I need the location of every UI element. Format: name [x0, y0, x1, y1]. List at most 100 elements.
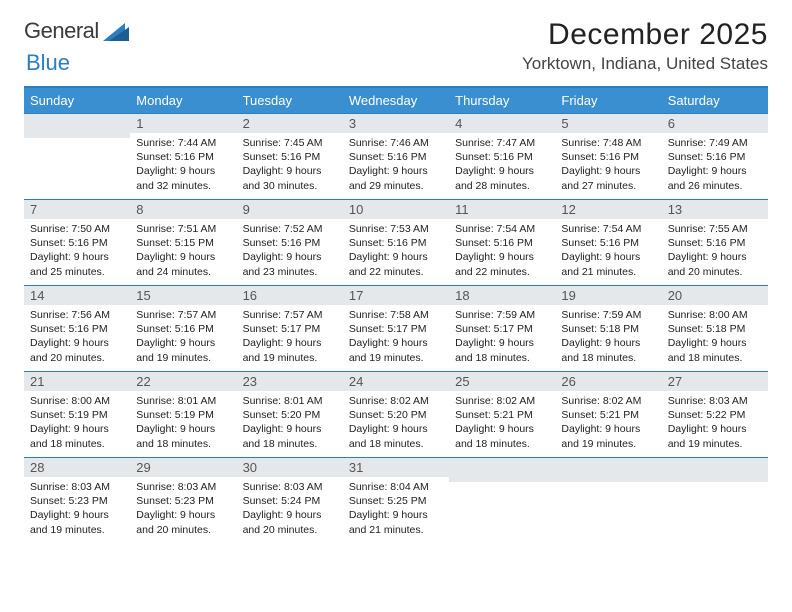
sunrise-text: Sunrise: 7:57 AM [243, 308, 337, 322]
page-title: December 2025 [522, 18, 768, 52]
day-number: 5 [555, 113, 661, 133]
sunrise-text: Sunrise: 7:54 AM [455, 222, 549, 236]
day-number: 29 [130, 457, 236, 477]
sunset-text: Sunset: 5:19 PM [136, 408, 230, 422]
sunrise-text: Sunrise: 8:03 AM [668, 394, 762, 408]
calendar-cell: 30Sunrise: 8:03 AMSunset: 5:24 PMDayligh… [237, 457, 343, 543]
calendar-cell: 24Sunrise: 8:02 AMSunset: 5:20 PMDayligh… [343, 371, 449, 457]
sunrise-text: Sunrise: 7:49 AM [668, 136, 762, 150]
calendar-cell: 6Sunrise: 7:49 AMSunset: 5:16 PMDaylight… [662, 113, 768, 199]
sunrise-text: Sunrise: 8:00 AM [30, 394, 124, 408]
day-number: 24 [343, 371, 449, 391]
sunrise-text: Sunrise: 7:59 AM [561, 308, 655, 322]
sunrise-text: Sunrise: 8:02 AM [349, 394, 443, 408]
calendar-cell: 5Sunrise: 7:48 AMSunset: 5:16 PMDaylight… [555, 113, 661, 199]
sunset-text: Sunset: 5:16 PM [455, 150, 549, 164]
calendar-cell: 21Sunrise: 8:00 AMSunset: 5:19 PMDayligh… [24, 371, 130, 457]
title-block: December 2025 Yorktown, Indiana, United … [522, 18, 768, 74]
calendar-cell: 23Sunrise: 8:01 AMSunset: 5:20 PMDayligh… [237, 371, 343, 457]
day-info: Sunrise: 8:03 AMSunset: 5:24 PMDaylight:… [237, 477, 343, 537]
daylight-text: Daylight: 9 hours and 29 minutes. [349, 164, 443, 192]
daylight-text: Daylight: 9 hours and 19 minutes. [561, 422, 655, 450]
sunset-text: Sunset: 5:16 PM [136, 322, 230, 336]
day-info: Sunrise: 7:47 AMSunset: 5:16 PMDaylight:… [449, 133, 555, 193]
day-info: Sunrise: 7:55 AMSunset: 5:16 PMDaylight:… [662, 219, 768, 279]
calendar-cell: 12Sunrise: 7:54 AMSunset: 5:16 PMDayligh… [555, 199, 661, 285]
daylight-text: Daylight: 9 hours and 26 minutes. [668, 164, 762, 192]
calendar-cell: 13Sunrise: 7:55 AMSunset: 5:16 PMDayligh… [662, 199, 768, 285]
day-number: 30 [237, 457, 343, 477]
day-number: 8 [130, 199, 236, 219]
daylight-text: Daylight: 9 hours and 28 minutes. [455, 164, 549, 192]
daylight-text: Daylight: 9 hours and 18 minutes. [455, 336, 549, 364]
sunset-text: Sunset: 5:16 PM [561, 236, 655, 250]
sunset-text: Sunset: 5:16 PM [136, 150, 230, 164]
sunrise-text: Sunrise: 7:54 AM [561, 222, 655, 236]
daylight-text: Daylight: 9 hours and 19 minutes. [30, 508, 124, 536]
sunrise-text: Sunrise: 7:45 AM [243, 136, 337, 150]
sunset-text: Sunset: 5:16 PM [349, 236, 443, 250]
day-number: 22 [130, 371, 236, 391]
day-number: 9 [237, 199, 343, 219]
day-number: 3 [343, 113, 449, 133]
sunset-text: Sunset: 5:17 PM [349, 322, 443, 336]
sunset-text: Sunset: 5:16 PM [243, 150, 337, 164]
daylight-text: Daylight: 9 hours and 19 minutes. [349, 336, 443, 364]
day-number: 14 [24, 285, 130, 305]
day-info: Sunrise: 7:52 AMSunset: 5:16 PMDaylight:… [237, 219, 343, 279]
sunset-text: Sunset: 5:20 PM [349, 408, 443, 422]
sunrise-text: Sunrise: 7:52 AM [243, 222, 337, 236]
day-number: 7 [24, 199, 130, 219]
sunrise-text: Sunrise: 8:02 AM [561, 394, 655, 408]
sunrise-text: Sunrise: 7:46 AM [349, 136, 443, 150]
day-info: Sunrise: 8:01 AMSunset: 5:19 PMDaylight:… [130, 391, 236, 451]
calendar-cell [555, 457, 661, 543]
sunrise-text: Sunrise: 7:44 AM [136, 136, 230, 150]
sunset-text: Sunset: 5:23 PM [136, 494, 230, 508]
sunset-text: Sunset: 5:23 PM [30, 494, 124, 508]
sunrise-text: Sunrise: 7:56 AM [30, 308, 124, 322]
day-number: 4 [449, 113, 555, 133]
day-number: 21 [24, 371, 130, 391]
sunset-text: Sunset: 5:18 PM [561, 322, 655, 336]
calendar-cell: 29Sunrise: 8:03 AMSunset: 5:23 PMDayligh… [130, 457, 236, 543]
sunset-text: Sunset: 5:16 PM [455, 236, 549, 250]
day-info: Sunrise: 7:48 AMSunset: 5:16 PMDaylight:… [555, 133, 661, 193]
day-info: Sunrise: 7:54 AMSunset: 5:16 PMDaylight:… [449, 219, 555, 279]
day-number: 18 [449, 285, 555, 305]
sunset-text: Sunset: 5:16 PM [30, 236, 124, 250]
sunset-text: Sunset: 5:17 PM [455, 322, 549, 336]
sunrise-text: Sunrise: 7:53 AM [349, 222, 443, 236]
day-number: 31 [343, 457, 449, 477]
day-number: 20 [662, 285, 768, 305]
weekday-header: Monday [130, 87, 236, 113]
day-number: 2 [237, 113, 343, 133]
calendar-cell: 17Sunrise: 7:58 AMSunset: 5:17 PMDayligh… [343, 285, 449, 371]
sunrise-text: Sunrise: 8:04 AM [349, 480, 443, 494]
day-info: Sunrise: 8:02 AMSunset: 5:20 PMDaylight:… [343, 391, 449, 451]
day-info: Sunrise: 7:44 AMSunset: 5:16 PMDaylight:… [130, 133, 236, 193]
sunrise-text: Sunrise: 8:03 AM [136, 480, 230, 494]
daylight-text: Daylight: 9 hours and 20 minutes. [668, 250, 762, 278]
calendar-table: SundayMondayTuesdayWednesdayThursdayFrid… [24, 86, 768, 543]
sunrise-text: Sunrise: 7:50 AM [30, 222, 124, 236]
calendar-cell: 2Sunrise: 7:45 AMSunset: 5:16 PMDaylight… [237, 113, 343, 199]
day-info: Sunrise: 7:50 AMSunset: 5:16 PMDaylight:… [24, 219, 130, 279]
day-number: 16 [237, 285, 343, 305]
day-info: Sunrise: 7:53 AMSunset: 5:16 PMDaylight:… [343, 219, 449, 279]
calendar-cell: 14Sunrise: 7:56 AMSunset: 5:16 PMDayligh… [24, 285, 130, 371]
daylight-text: Daylight: 9 hours and 18 minutes. [30, 422, 124, 450]
weekday-header: Saturday [662, 87, 768, 113]
day-info: Sunrise: 8:03 AMSunset: 5:23 PMDaylight:… [24, 477, 130, 537]
sunrise-text: Sunrise: 8:02 AM [455, 394, 549, 408]
day-number: 12 [555, 199, 661, 219]
weekday-header: Sunday [24, 87, 130, 113]
sunrise-text: Sunrise: 8:03 AM [243, 480, 337, 494]
day-info: Sunrise: 7:49 AMSunset: 5:16 PMDaylight:… [662, 133, 768, 193]
daylight-text: Daylight: 9 hours and 19 minutes. [243, 336, 337, 364]
sunset-text: Sunset: 5:20 PM [243, 408, 337, 422]
day-number: 15 [130, 285, 236, 305]
day-number: 25 [449, 371, 555, 391]
day-number: 28 [24, 457, 130, 477]
day-number: 23 [237, 371, 343, 391]
